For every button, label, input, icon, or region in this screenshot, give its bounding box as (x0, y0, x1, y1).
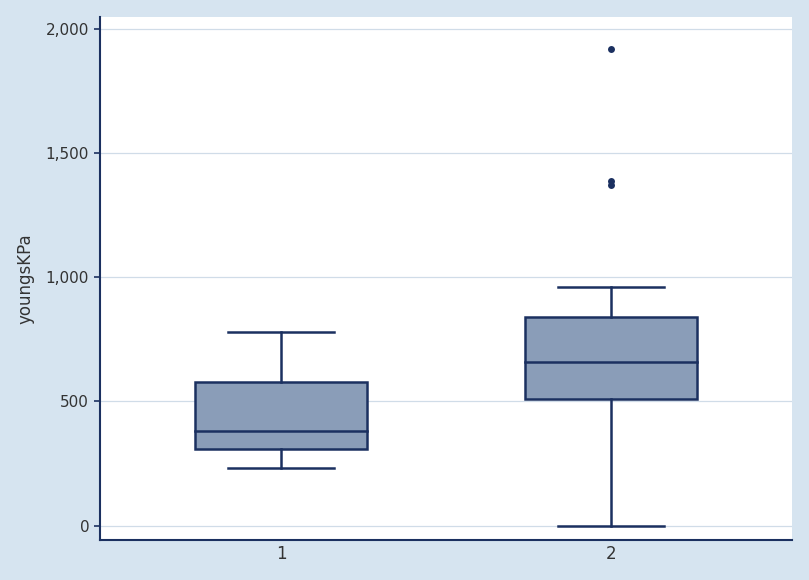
Y-axis label: youngsKPa: youngsKPa (17, 233, 35, 324)
Bar (525, 317, 697, 399)
Bar (195, 382, 366, 448)
